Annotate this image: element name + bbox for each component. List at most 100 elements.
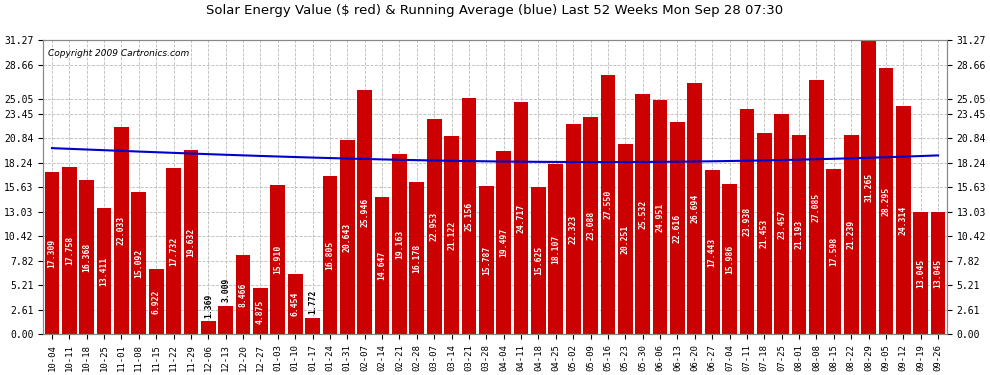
Text: 25.946: 25.946 xyxy=(360,198,369,227)
Bar xyxy=(722,184,737,334)
Bar xyxy=(461,98,476,334)
Text: 27.085: 27.085 xyxy=(812,192,821,222)
Bar xyxy=(288,274,303,334)
Text: 27.550: 27.550 xyxy=(604,190,613,219)
Bar xyxy=(496,151,511,334)
Bar xyxy=(896,106,911,334)
Bar xyxy=(357,90,372,334)
Text: 24.314: 24.314 xyxy=(899,206,908,235)
Bar xyxy=(62,167,76,334)
Bar xyxy=(757,133,771,334)
Text: 22.033: 22.033 xyxy=(117,216,126,245)
Bar xyxy=(479,186,494,334)
Text: 17.758: 17.758 xyxy=(64,236,74,266)
Text: 21.122: 21.122 xyxy=(447,220,456,250)
Text: 31.265: 31.265 xyxy=(864,172,873,202)
Text: 13.045: 13.045 xyxy=(916,258,926,288)
Text: 21.453: 21.453 xyxy=(759,219,769,248)
Text: 19.163: 19.163 xyxy=(395,230,404,259)
Bar xyxy=(792,135,807,334)
Text: 21.193: 21.193 xyxy=(795,220,804,249)
Bar xyxy=(166,168,181,334)
Text: 1.772: 1.772 xyxy=(308,290,317,314)
Bar xyxy=(652,100,667,334)
Bar xyxy=(809,80,824,334)
Text: 26.694: 26.694 xyxy=(690,194,699,224)
Text: 25.156: 25.156 xyxy=(464,201,473,231)
Bar xyxy=(531,188,545,334)
Text: 6.922: 6.922 xyxy=(151,290,160,314)
Text: 15.092: 15.092 xyxy=(135,249,144,278)
Text: 24.951: 24.951 xyxy=(655,202,664,232)
Text: 15.986: 15.986 xyxy=(725,244,734,274)
Bar xyxy=(219,306,233,334)
Bar xyxy=(340,140,354,334)
Text: 8.466: 8.466 xyxy=(239,282,248,307)
Text: 13.045: 13.045 xyxy=(934,258,942,288)
Bar xyxy=(305,318,320,334)
Bar xyxy=(427,118,442,334)
Text: 16.178: 16.178 xyxy=(412,244,422,273)
Bar xyxy=(618,144,633,334)
Text: 17.443: 17.443 xyxy=(708,238,717,267)
Text: 14.647: 14.647 xyxy=(377,251,386,280)
Text: 17.732: 17.732 xyxy=(169,236,178,266)
Bar xyxy=(183,150,198,334)
Bar xyxy=(253,288,268,334)
Text: 22.616: 22.616 xyxy=(673,213,682,243)
Text: 20.251: 20.251 xyxy=(621,225,630,254)
Bar xyxy=(583,117,598,334)
Bar xyxy=(201,321,216,334)
Bar xyxy=(687,83,702,334)
Text: 16.805: 16.805 xyxy=(326,241,335,270)
Text: 28.295: 28.295 xyxy=(881,187,890,216)
Text: 22.953: 22.953 xyxy=(430,212,439,241)
Bar xyxy=(114,127,129,334)
Bar xyxy=(79,180,94,334)
Text: 23.938: 23.938 xyxy=(742,207,751,236)
Bar xyxy=(878,68,893,334)
Bar xyxy=(636,94,650,334)
Bar xyxy=(914,211,928,334)
Bar xyxy=(566,124,580,334)
Text: 23.457: 23.457 xyxy=(777,209,786,238)
Bar xyxy=(445,136,459,334)
Bar xyxy=(236,255,250,334)
Bar xyxy=(392,154,407,334)
Text: 18.107: 18.107 xyxy=(551,234,560,264)
Bar xyxy=(774,114,789,334)
Bar xyxy=(843,135,858,334)
Bar xyxy=(270,185,285,334)
Bar xyxy=(548,164,563,334)
Text: 15.625: 15.625 xyxy=(534,246,543,275)
Bar xyxy=(132,192,147,334)
Bar xyxy=(705,170,720,334)
Text: 19.632: 19.632 xyxy=(186,227,195,256)
Text: 6.454: 6.454 xyxy=(291,292,300,316)
Bar xyxy=(374,196,389,334)
Bar xyxy=(148,269,163,334)
Text: 19.497: 19.497 xyxy=(499,228,508,257)
Bar xyxy=(740,109,754,334)
Text: 15.787: 15.787 xyxy=(482,245,491,274)
Text: Solar Energy Value ($ red) & Running Average (blue) Last 52 Weeks Mon Sep 28 07:: Solar Energy Value ($ red) & Running Ave… xyxy=(207,4,783,17)
Text: 13.411: 13.411 xyxy=(100,256,109,286)
Text: 25.532: 25.532 xyxy=(639,200,647,229)
Bar xyxy=(827,169,842,334)
Bar xyxy=(97,208,112,334)
Text: 17.309: 17.309 xyxy=(48,238,56,267)
Text: 15.910: 15.910 xyxy=(273,245,282,274)
Text: 17.598: 17.598 xyxy=(830,237,839,266)
Text: 24.717: 24.717 xyxy=(517,204,526,233)
Bar xyxy=(601,75,616,334)
Text: 1.369: 1.369 xyxy=(204,293,213,318)
Bar xyxy=(410,182,424,334)
Text: 22.323: 22.323 xyxy=(568,215,578,244)
Text: 16.368: 16.368 xyxy=(82,243,91,272)
Text: 23.088: 23.088 xyxy=(586,211,595,240)
Text: 20.643: 20.643 xyxy=(343,223,351,252)
Bar xyxy=(931,211,945,334)
Bar xyxy=(670,122,685,334)
Bar xyxy=(514,102,529,334)
Bar xyxy=(45,171,59,334)
